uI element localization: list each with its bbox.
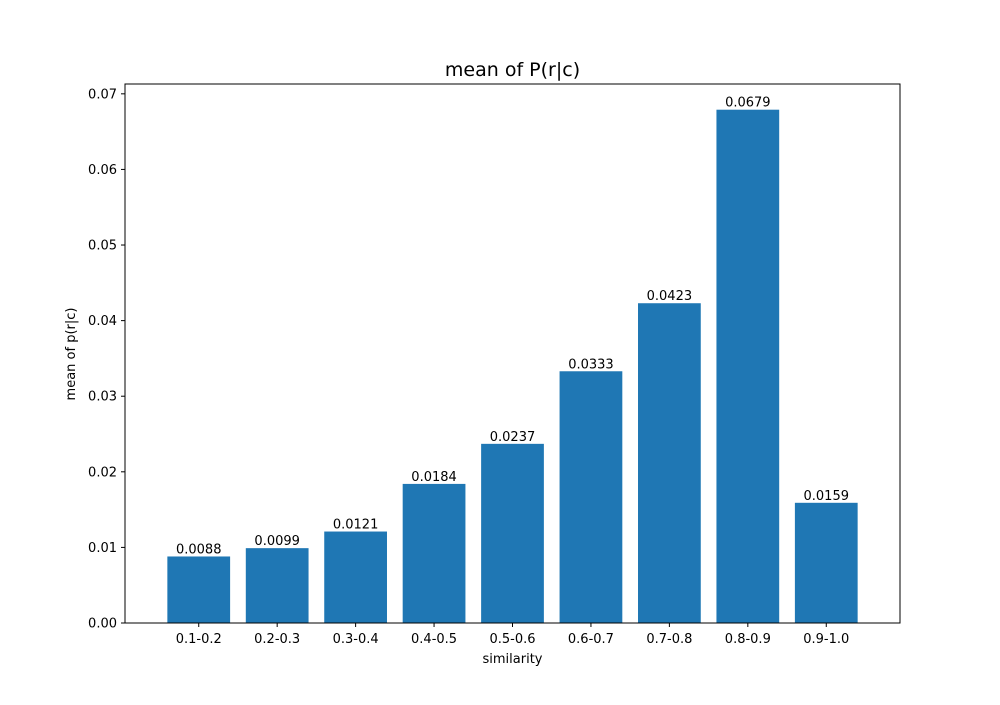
bar-0.7-0.8 <box>638 303 701 623</box>
axes-layer: 0.00 0.01 0.02 0.03 0.04 0.05 0.06 0.07 0.1-0.2 0… <box>88 83 901 647</box>
y-tick-label: 0.03 <box>88 390 117 405</box>
y-tick-label: 0.01 <box>88 541 117 556</box>
data-label-0.4-0.5: 0.0184 <box>411 470 457 485</box>
x-tick-label: 0.4-0.5 <box>411 632 457 647</box>
bar-0.8-0.9 <box>716 109 780 624</box>
data-label-0.1-0.2: 0.0088 <box>176 542 222 557</box>
y-tick-label: 0.06 <box>88 163 117 178</box>
y-tick-label: 0.00 <box>88 617 117 632</box>
x-tick-label: 0.6-0.7 <box>568 632 614 647</box>
data-label-0.3-0.4: 0.0121 <box>333 518 379 533</box>
x-tick-label: 0.7-0.8 <box>646 632 692 647</box>
y-axis-label: mean of p(r|c) <box>64 308 79 401</box>
bar-0.6-0.7 <box>559 371 623 623</box>
x-tick-label: 0.2-0.3 <box>254 632 300 647</box>
bar-0.3-0.4 <box>324 531 387 623</box>
data-label-0.6-0.7: 0.0333 <box>568 357 614 372</box>
bars-layer: 0.0088 0.0099 0.0121 0.0184 0.0237 0.0333 0.04… <box>167 96 858 624</box>
y-tick-label: 0.05 <box>88 239 117 254</box>
bar-0.4-0.5 <box>402 483 466 623</box>
data-label-0.9-1.0: 0.0159 <box>804 489 850 504</box>
y-tick-label: 0.04 <box>88 314 117 329</box>
bar-0.2-0.3 <box>245 548 309 623</box>
bar-0.1-0.2 <box>167 556 231 623</box>
x-tick-label: 0.1-0.2 <box>176 632 222 647</box>
data-label-0.2-0.3: 0.0099 <box>254 534 300 549</box>
x-axis-label: similarity <box>483 652 543 667</box>
data-label-0.7-0.8: 0.0423 <box>647 289 693 304</box>
data-label-0.5-0.6: 0.0237 <box>490 430 536 445</box>
x-tick-label: 0.5-0.6 <box>489 632 535 647</box>
x-tick-label: 0.3-0.4 <box>333 632 379 647</box>
y-tick-label: 0.07 <box>88 87 117 102</box>
x-tick-label: 0.9-1.0 <box>803 632 849 647</box>
data-label-0.8-0.9: 0.0679 <box>725 96 771 111</box>
y-tick-label: 0.02 <box>88 465 117 480</box>
bar-0.5-0.6 <box>481 443 544 623</box>
x-tick-label: 0.8-0.9 <box>725 632 771 647</box>
bar-0.9-1.0 <box>794 502 858 623</box>
chart-title: mean of P(r|c) <box>445 59 580 81</box>
